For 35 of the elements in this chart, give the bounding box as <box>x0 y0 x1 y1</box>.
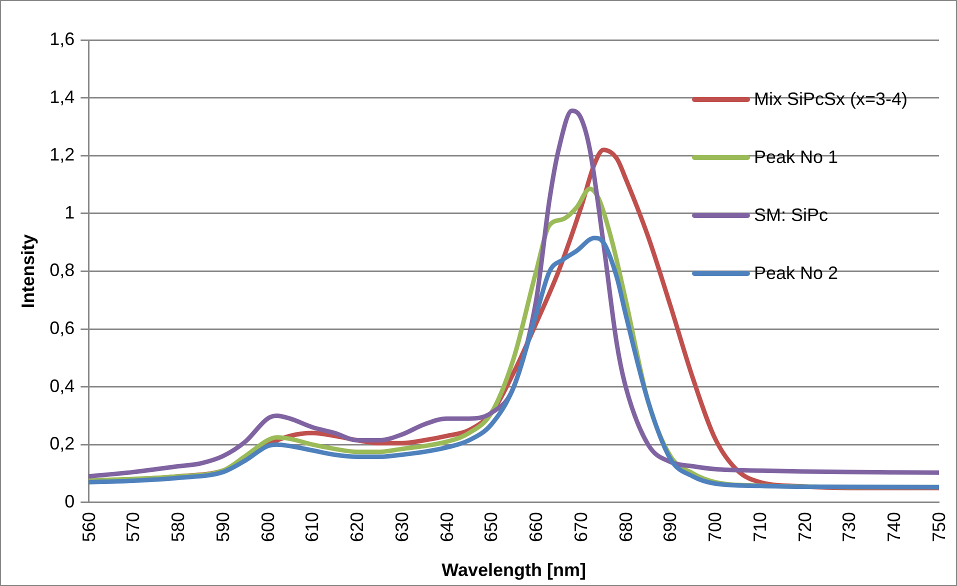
x-tick-label: 620 <box>347 512 368 542</box>
legend-label: Peak No 1 <box>754 146 838 168</box>
y-tick-label: 1,2 <box>50 144 75 165</box>
x-tick-label: 560 <box>78 512 99 542</box>
legend-label: Peak No 2 <box>754 262 838 284</box>
x-tick-label: 730 <box>839 512 860 542</box>
legend-label: Mix SiPcSx (x=3-4) <box>754 88 908 110</box>
y-axis-title: Intensity <box>18 234 38 308</box>
x-tick-label: 660 <box>526 512 546 542</box>
x-tick-label: 750 <box>929 512 949 542</box>
legend-label: SM: SiPc <box>754 204 828 226</box>
x-tick-label: 690 <box>660 512 680 542</box>
x-tick-label: 590 <box>212 512 233 542</box>
y-tick-label: 0,8 <box>50 260 75 280</box>
x-tick-label: 710 <box>750 512 770 542</box>
x-tick-label: 600 <box>258 512 278 542</box>
y-tick-label: 1 <box>64 202 75 222</box>
x-tick-label: 630 <box>392 512 412 542</box>
y-tick-label: 0,6 <box>50 318 75 338</box>
x-axis-title: Wavelength [nm] <box>442 560 586 580</box>
y-tick-label: 0,4 <box>50 376 75 396</box>
x-tick-label: 680 <box>616 512 636 542</box>
y-tick-label: 1,6 <box>50 28 75 49</box>
x-tick-label: 570 <box>123 512 144 542</box>
x-tick-label: 650 <box>481 512 502 542</box>
x-tick-label: 700 <box>705 512 726 542</box>
y-tick-label: 1,4 <box>50 86 75 107</box>
x-tick-label: 580 <box>168 512 188 542</box>
x-tick-label: 740 <box>884 512 904 542</box>
y-tick-label: 0,2 <box>50 434 75 454</box>
x-tick-label: 640 <box>436 512 457 542</box>
x-tick-label: 720 <box>794 512 815 542</box>
y-tick-label: 0 <box>64 491 75 512</box>
x-tick-label: 670 <box>570 512 591 542</box>
x-tick-label: 610 <box>302 512 322 542</box>
